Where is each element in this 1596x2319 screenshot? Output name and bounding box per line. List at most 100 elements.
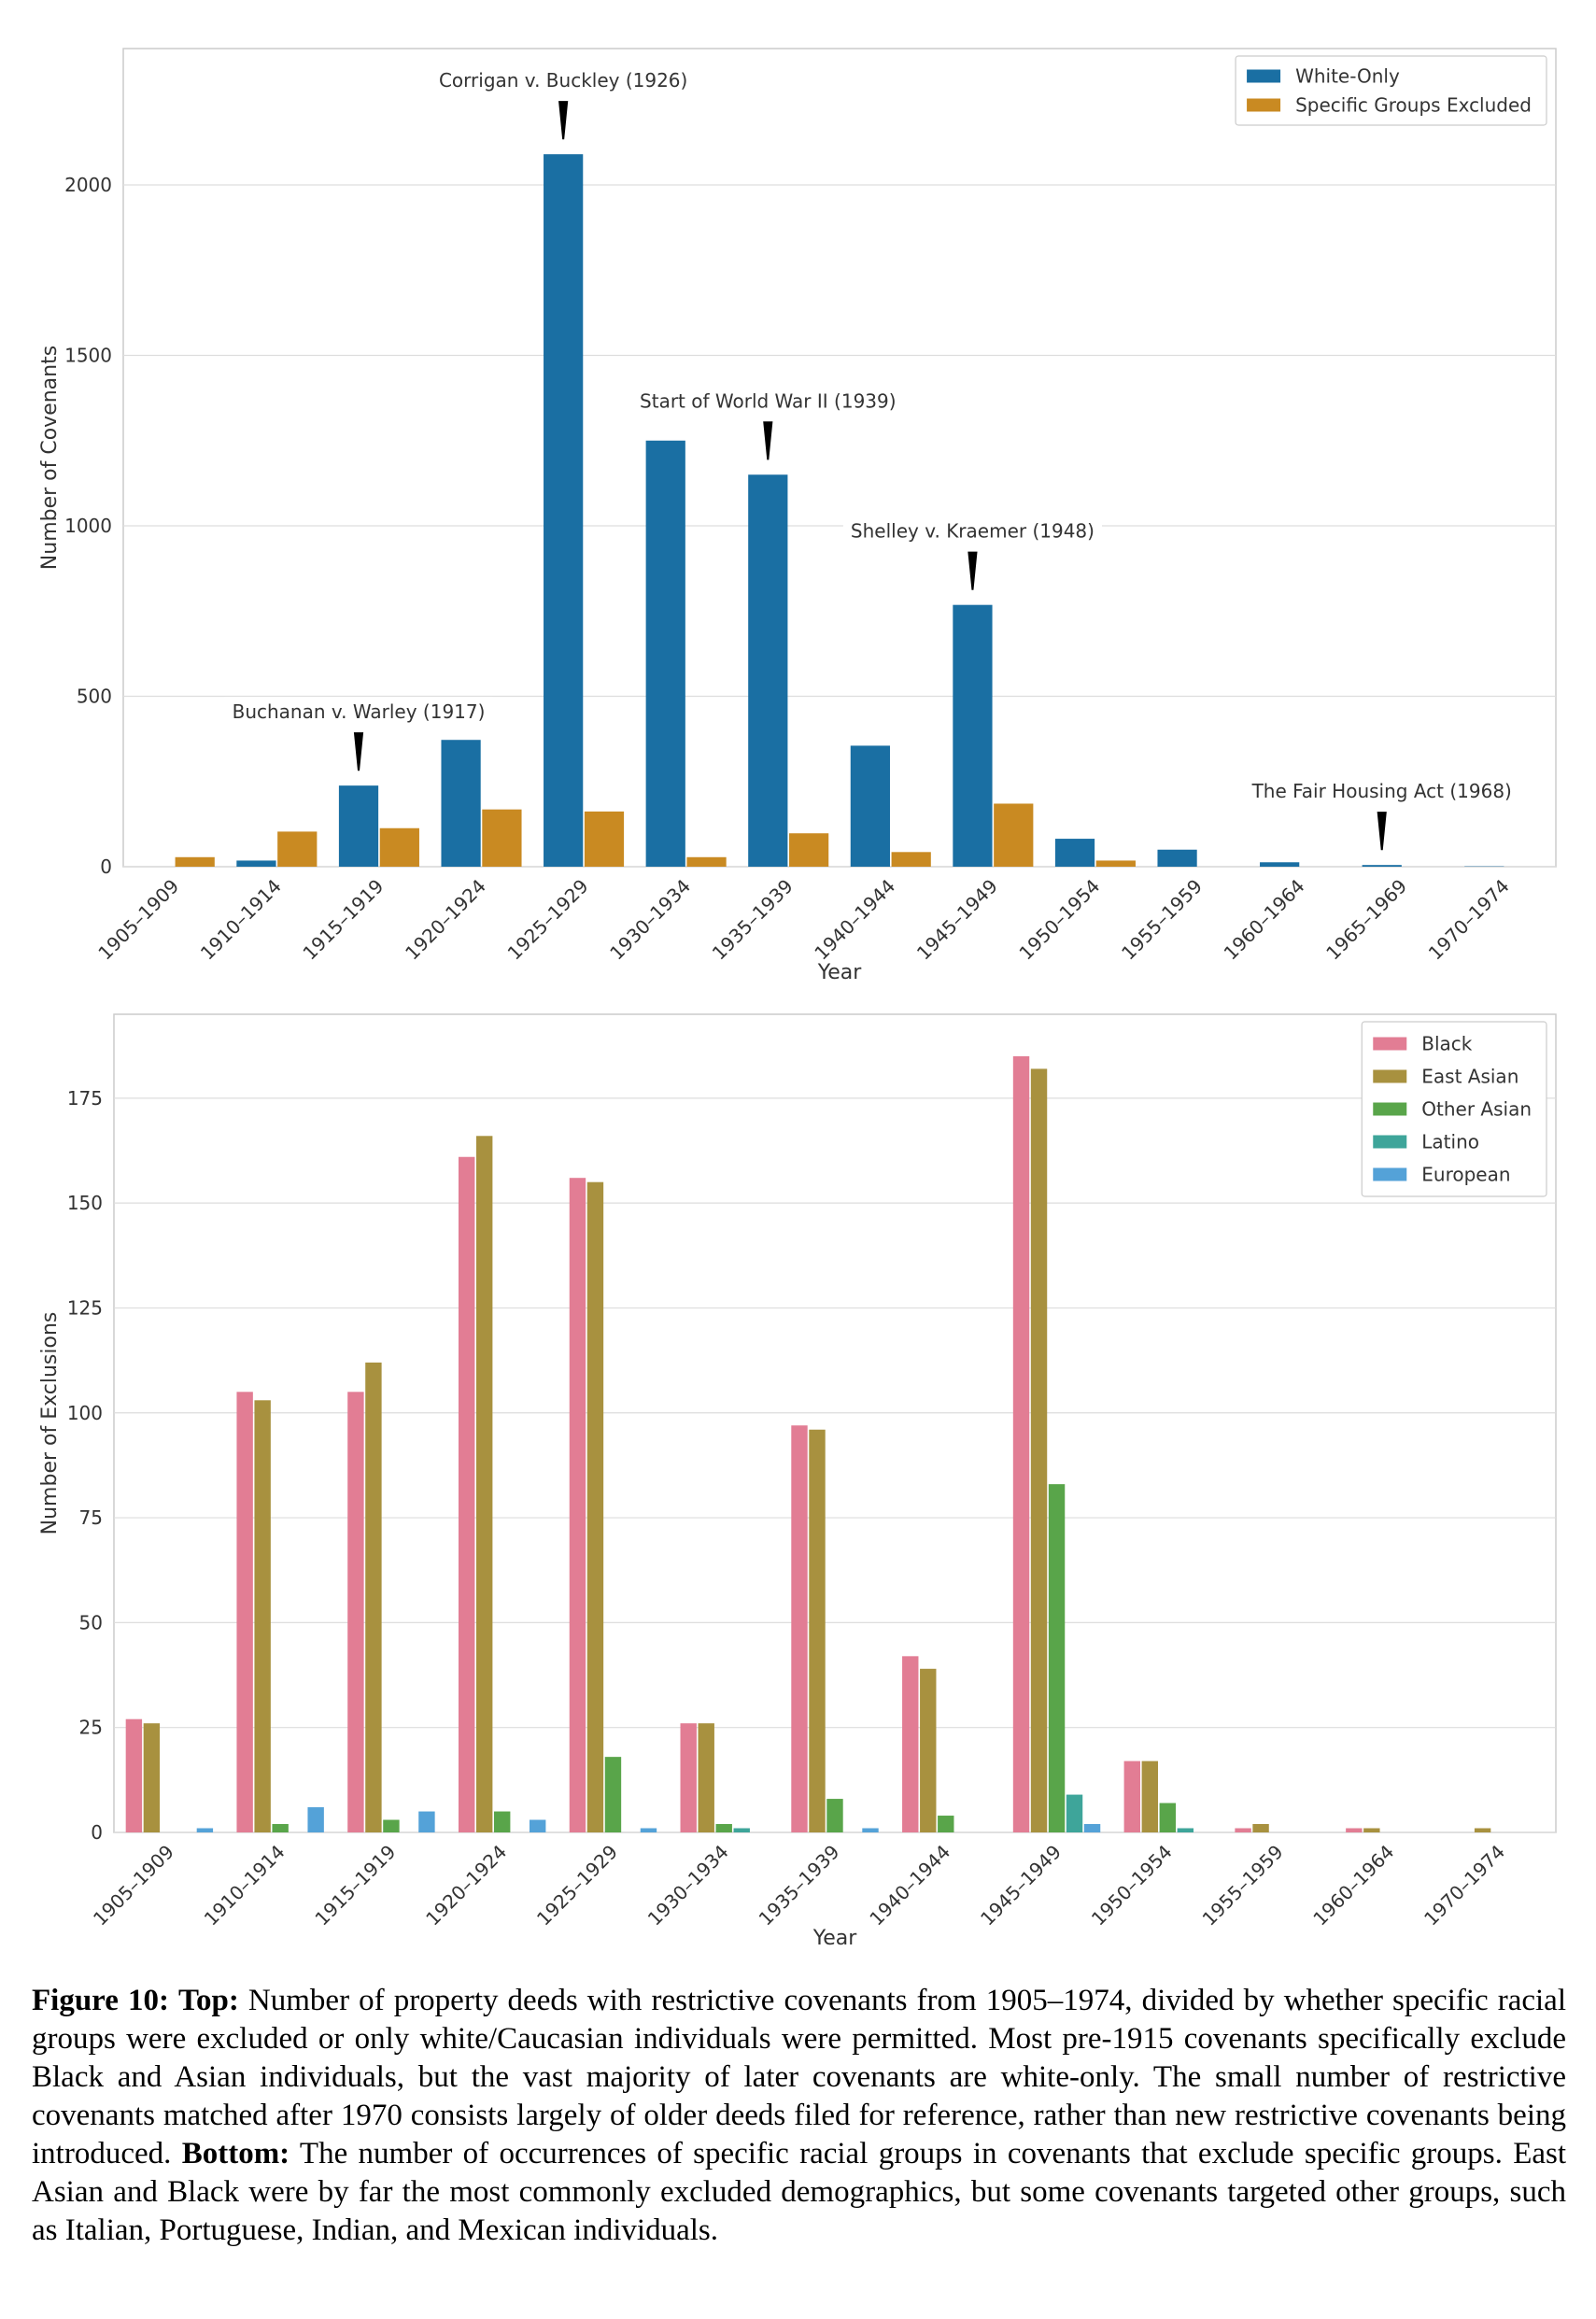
bar (1141, 1760, 1159, 1832)
bar (850, 745, 890, 867)
x-tick-label: 1950–1954 (1087, 1841, 1177, 1930)
y-tick-label: 1000 (64, 515, 112, 537)
bar (1252, 1824, 1269, 1832)
annotation-label-bg (842, 516, 1102, 546)
y-tick-label: 100 (67, 1402, 103, 1424)
bar (236, 860, 276, 867)
bar (604, 1757, 622, 1832)
bar (891, 852, 931, 867)
bar (307, 1807, 324, 1832)
x-tick-label: 1945–1949 (976, 1841, 1066, 1930)
bottom-bar-chart: 0 25 50 75 100 125 150 175 1905–1909 1910–1914 191… (38, 1013, 1557, 1950)
bar (1474, 1828, 1491, 1832)
legend-swatch (1373, 1037, 1407, 1051)
x-tick-label: 1910–1914 (200, 1841, 290, 1930)
legend-label: Specific Groups Excluded (1295, 94, 1532, 117)
bar (953, 604, 993, 867)
x-tick-label: 1930–1934 (605, 875, 695, 965)
bar (347, 1392, 364, 1832)
annotation-arrow (763, 421, 773, 460)
annotation-arrow (353, 732, 364, 771)
x-axis: 1905–1909 1910–1914 1915–1919 1920–1924 1925… (89, 1841, 1509, 1930)
x-tick-label: 1970–1974 (1424, 875, 1514, 965)
x-axis-label: Year (812, 1927, 858, 1950)
bars (125, 1055, 1491, 1832)
bar (493, 1811, 511, 1832)
bar (1346, 1828, 1363, 1832)
y-axis-label: Number of Exclusions (38, 1312, 62, 1535)
bar (1260, 862, 1300, 867)
y-tick-label: 0 (100, 855, 112, 878)
x-tick-label: 1905–1909 (93, 875, 183, 965)
annotation-label-bg (1243, 776, 1519, 807)
legend-label: White-Only (1295, 65, 1400, 88)
y-tick-label: 0 (91, 1821, 103, 1844)
bar (809, 1429, 826, 1832)
bar (418, 1811, 435, 1832)
x-tick-label: 1960–1964 (1308, 1841, 1398, 1930)
x-tick-label: 1960–1964 (1220, 875, 1309, 965)
y-tick-label: 2000 (64, 174, 112, 196)
bar (791, 1425, 808, 1832)
x-tick-label: 1920–1924 (421, 1841, 511, 1930)
bar (1235, 1828, 1251, 1832)
bar (1177, 1828, 1194, 1832)
bar (1363, 1828, 1380, 1832)
x-tick-label: 1935–1939 (708, 875, 798, 965)
legend-label: Other Asian (1421, 1098, 1532, 1121)
x-tick-label: 1935–1939 (755, 1841, 844, 1930)
bar (383, 1819, 400, 1832)
caption-bottom-text: The number of occurrences of specific ra… (32, 2137, 1567, 2247)
x-tick-label: 1915–1919 (298, 875, 388, 965)
annotation-label: Corrigan v. Buckley (1926) (439, 69, 687, 92)
bar (379, 827, 419, 867)
bar (569, 1178, 586, 1832)
bar (686, 856, 727, 867)
y-tick-label: 125 (67, 1296, 103, 1319)
x-axis-label: Year (817, 961, 863, 984)
bar (475, 1136, 493, 1832)
x-axis: 1905–1909 1910–1914 1915–1919 1920–1924 1925… (93, 875, 1513, 965)
bar (584, 811, 625, 867)
legend-swatch (1247, 98, 1281, 112)
plot-area (113, 1013, 1557, 1833)
annotation-label: The Fair Housing Act (1968) (1251, 780, 1512, 802)
annotation-arrow (558, 101, 569, 140)
x-tick-label: 1965–1969 (1321, 875, 1411, 965)
annotations: Buchanan v. Warley (1917) Corrigan v. Buc… (224, 65, 1519, 851)
legend-swatch (1247, 69, 1281, 83)
x-tick-label: 1950–1954 (1014, 875, 1104, 965)
y-axis-label: Number of Covenants (38, 346, 62, 570)
bars (175, 154, 1504, 867)
bar (277, 831, 318, 867)
bar (544, 154, 584, 867)
x-tick-label: 1940–1944 (865, 1841, 954, 1930)
figure-caption: Figure 10: Top: Number of property deeds… (32, 1982, 1566, 2250)
bar (1159, 1803, 1177, 1832)
y-tick-label: 150 (67, 1192, 103, 1214)
x-tick-label: 1925–1929 (532, 1841, 622, 1930)
bar (645, 440, 685, 867)
bar (1066, 1794, 1083, 1832)
y-tick-label: 75 (79, 1506, 103, 1529)
bar (862, 1828, 879, 1832)
legend-swatch (1373, 1167, 1407, 1181)
annotation-label-bg (632, 386, 904, 417)
caption-figure-label: Figure 10: (32, 1984, 169, 2017)
bar (1157, 849, 1197, 867)
bar (1012, 1055, 1030, 1832)
bar (680, 1723, 697, 1832)
annotation-arrow (1377, 812, 1387, 851)
bar (272, 1824, 289, 1832)
x-tick-label: 1905–1909 (89, 1841, 178, 1930)
x-tick-label: 1970–1974 (1419, 1841, 1509, 1930)
y-tick-label: 50 (79, 1611, 103, 1633)
bar (482, 809, 522, 867)
x-tick-label: 1930–1934 (643, 1841, 733, 1930)
bar (1362, 865, 1402, 867)
annotation-label-bg (224, 697, 493, 728)
bar (338, 785, 379, 867)
x-tick-label: 1915–1919 (310, 1841, 400, 1930)
annotation-label: Buchanan v. Warley (1917) (233, 700, 486, 723)
bar (125, 1718, 143, 1832)
